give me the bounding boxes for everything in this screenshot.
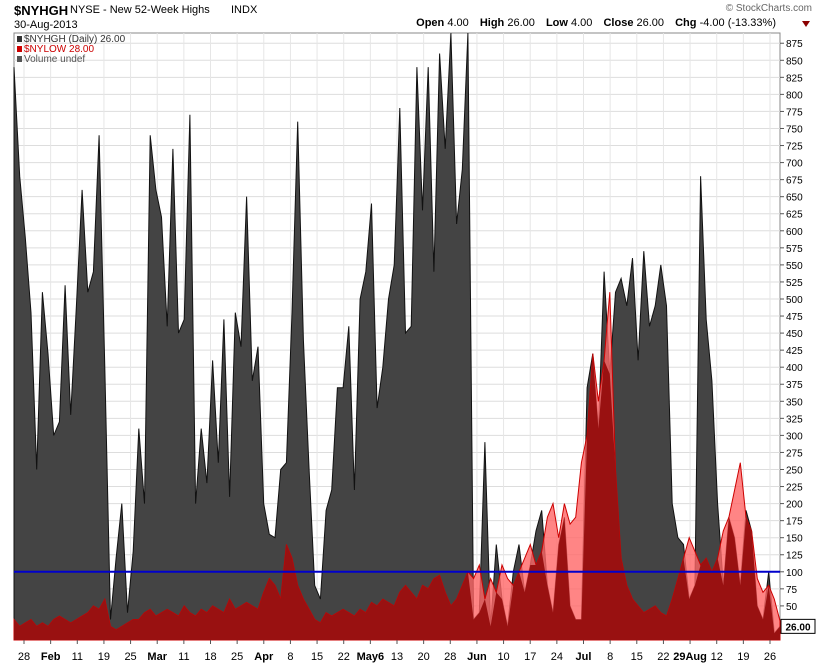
y-tick-label: 100 [786, 568, 803, 579]
symbol-title: $NYHGH [14, 3, 69, 18]
symbol-description: NYSE - New 52-Week Highs [70, 4, 210, 16]
overlap-area [14, 353, 780, 640]
x-tick-label: 15 [631, 651, 643, 663]
x-tick-label: 24 [551, 651, 563, 663]
y-tick-label: 50 [786, 602, 798, 613]
y-tick-label: 325 [786, 414, 803, 425]
index-tag: INDX [231, 4, 258, 16]
ohlc-readout: Open 4.00 High 26.00 Low 4.00 Close 26.0… [416, 17, 784, 29]
y-tick-label: 650 [786, 193, 803, 204]
y-tick-label: 250 [786, 465, 803, 476]
x-tick-label: 22 [338, 651, 350, 663]
x-tick-label: 25 [231, 651, 243, 663]
x-tick-label: 18 [204, 651, 216, 663]
x-tick-label: 17 [524, 651, 536, 663]
y-axis: 50 75 100 125 150 175 200 225 250 275 300 325 350 375… [780, 39, 803, 613]
y-tick-label: 800 [786, 90, 803, 101]
x-tick-label: 28 [18, 651, 30, 663]
x-tick-label: 8 [607, 651, 613, 663]
last-value-box [780, 618, 816, 634]
x-tick-label: 13 [391, 651, 403, 663]
y-tick-label: 775 [786, 107, 803, 118]
legend-swatch [17, 36, 22, 42]
y-tick-label: 875 [786, 39, 803, 50]
x-tick-label: May6 [357, 651, 385, 663]
x-tick-label: Feb [41, 651, 61, 663]
x-tick-label: 20 [418, 651, 430, 663]
y-tick-label: 450 [786, 329, 803, 340]
y-tick-label: 375 [786, 380, 803, 391]
legend-entry: $NYHGH (Daily) 26.00 [24, 34, 126, 45]
y-tick-label: 125 [786, 551, 803, 562]
y-tick-label: 400 [786, 363, 803, 374]
low-value: 4.00 [571, 17, 593, 29]
y-tick-label: 75 [786, 585, 798, 596]
high-label: High [479, 17, 505, 29]
y-tick-label: 175 [786, 517, 803, 528]
brand-watermark: © StockCharts.com [725, 3, 812, 14]
y-tick-label: 425 [786, 346, 803, 357]
y-tick-label: 225 [786, 483, 803, 494]
series-areas [13, 32, 781, 641]
last-value-marker: 26.00 [780, 618, 816, 634]
close-value: 26.00 [636, 17, 665, 29]
last-value-label: 26.00 [785, 622, 810, 633]
legend-swatch [17, 46, 22, 52]
legend-swatch [17, 56, 22, 62]
x-tick-label: 26 [764, 651, 776, 663]
chart-header: $NYHGH NYSE - New 52-Week Highs INDX 30-… [0, 0, 820, 32]
x-tick-label: 25 [124, 651, 136, 663]
y-tick-label: 725 [786, 142, 803, 153]
y-tick-label: 500 [786, 295, 803, 306]
x-tick-label: 29Aug [673, 651, 707, 663]
x-tick-label: 8 [287, 651, 293, 663]
low-label: Low [545, 17, 568, 29]
y-tick-label: 300 [786, 431, 803, 442]
chart-date: 30-Aug-2013 [14, 19, 78, 31]
x-tick-label: Mar [147, 651, 167, 663]
y-tick-label: 600 [786, 227, 803, 238]
y-tick-label: 525 [786, 278, 803, 289]
x-tick-label: 28 [444, 651, 456, 663]
x-tick-label: 22 [657, 651, 669, 663]
y-tick-label: 700 [786, 159, 803, 170]
x-tick-label: 11 [178, 651, 189, 663]
x-tick-label: 19 [737, 651, 749, 663]
y-tick-label: 200 [786, 500, 803, 511]
x-tick-label: Jul [576, 651, 592, 663]
open-value: 4.00 [447, 17, 469, 29]
open-label: Open [416, 17, 445, 29]
x-tick-label: 19 [98, 651, 110, 663]
y-tick-label: 150 [786, 534, 803, 545]
legend-entry: $NYLOW 28.00 [24, 44, 94, 55]
chg-label: Chg [675, 17, 697, 29]
dropdown-triangle-icon[interactable] [802, 21, 810, 27]
chg-value: -4.00 (-13.33%) [699, 17, 776, 29]
x-tick-label: 12 [711, 651, 723, 663]
y-tick-label: 825 [786, 73, 803, 84]
x-tick-label: 10 [497, 651, 509, 663]
y-tick-label: 275 [786, 448, 803, 459]
x-tick-label: Jun [467, 651, 487, 663]
x-tick-label: Apr [254, 651, 274, 663]
y-tick-label: 675 [786, 176, 803, 187]
x-axis: 28 Feb 11 19 25 Mar 11 18 25 Apr 8 15 22 May6 13 20 28 Ju… [18, 640, 776, 663]
legend-entry: Volume undef [24, 54, 85, 65]
y-tick-label: 350 [786, 397, 803, 408]
y-tick-label: 575 [786, 244, 803, 255]
y-tick-label: 625 [786, 210, 803, 221]
x-tick-label: 11 [72, 651, 83, 663]
close-label: Close [603, 17, 634, 29]
y-tick-label: 550 [786, 261, 803, 272]
y-tick-label: 750 [786, 124, 803, 135]
y-tick-label: 850 [786, 56, 803, 67]
high-value: 26.00 [507, 17, 535, 29]
y-tick-label: 475 [786, 312, 803, 323]
x-tick-label: 15 [311, 651, 323, 663]
